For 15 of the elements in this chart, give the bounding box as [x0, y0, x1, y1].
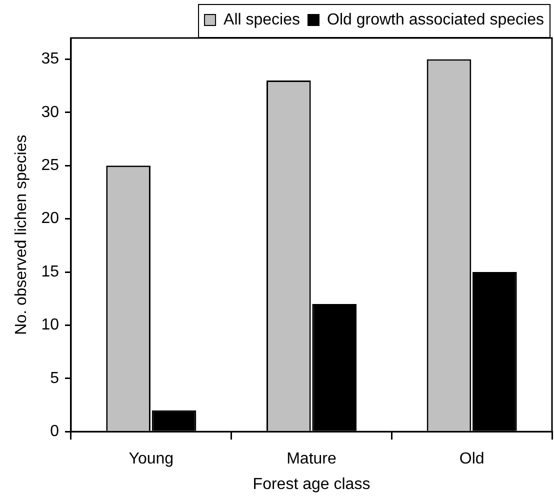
x-tick-label: Old: [459, 450, 484, 468]
y-axis-title: No. observed lichen species: [13, 134, 30, 335]
x-axis-title: Forest age class: [252, 476, 370, 493]
x-tick-label: Mature: [286, 450, 336, 468]
y-tick-label: 30: [41, 104, 60, 121]
y-tick-label: 25: [41, 157, 60, 174]
y-tick-label: 20: [41, 210, 60, 228]
y-tick-label: 15: [41, 263, 60, 280]
y-tick-label: 35: [41, 50, 60, 68]
x-tick-label: Young: [128, 450, 174, 468]
legend-label: All species: [224, 11, 300, 28]
y-tick-label: 10: [41, 316, 60, 334]
legend-label: Old growth associated species: [327, 11, 544, 28]
y-tick-label: 0: [50, 423, 60, 440]
y-tick-label: 5: [50, 370, 60, 387]
